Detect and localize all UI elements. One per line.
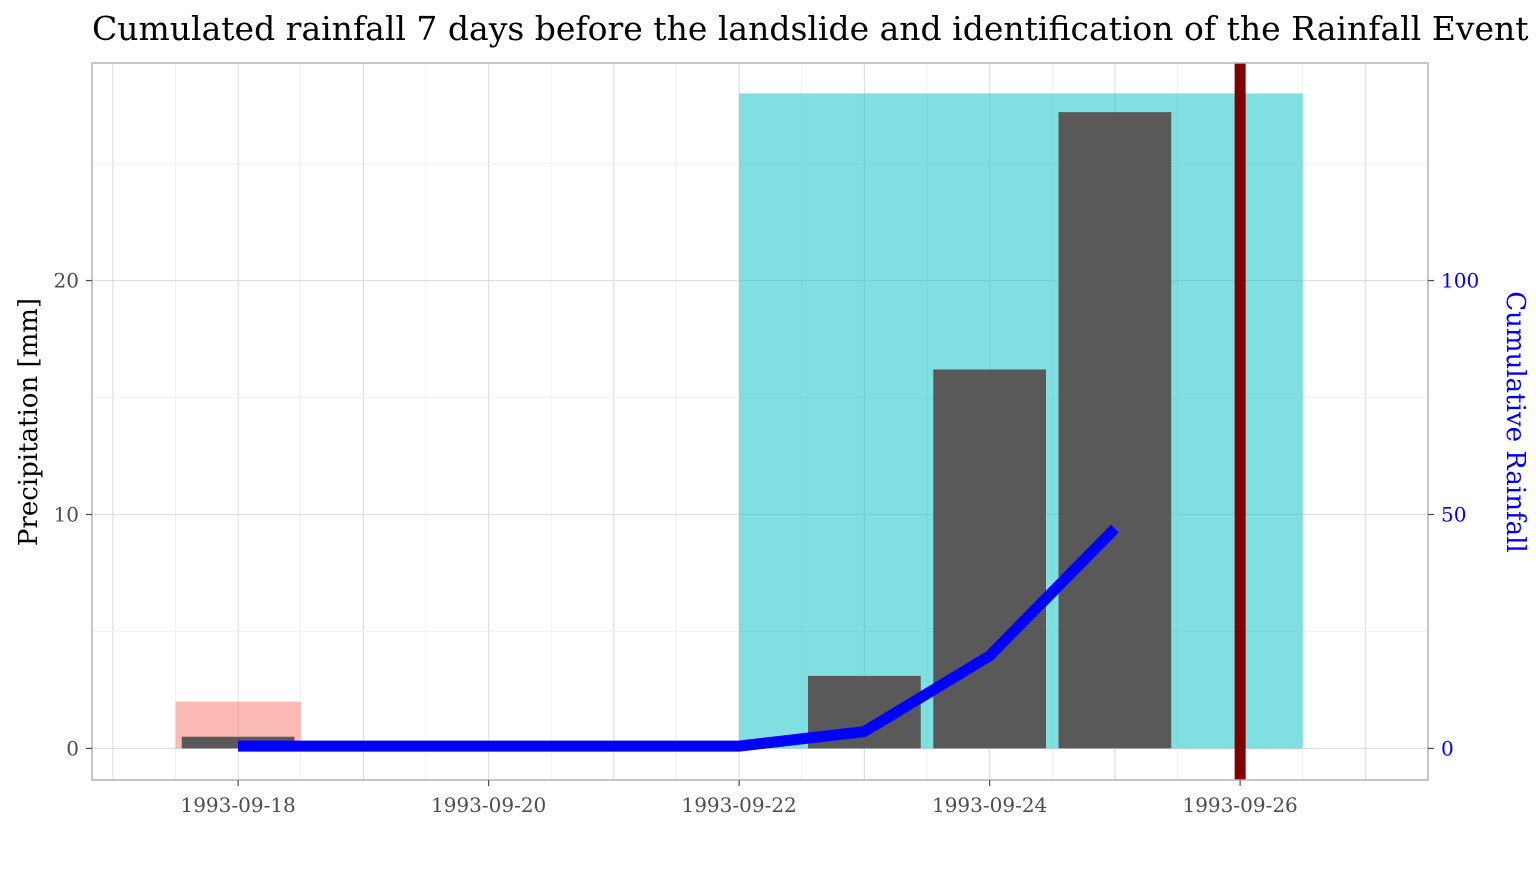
y-axis-title: Precipitation [mm]: [14, 298, 44, 546]
x-tick-label: 1993-09-18: [180, 793, 295, 817]
cumulative-rainfall-line: [238, 524, 1119, 752]
panel-frame-layer: [91, 62, 1429, 781]
x-tick-label: 1993-09-26: [1182, 793, 1297, 817]
bars-layer: [181, 112, 1172, 749]
chart-title: Cumulated rainfall 7 days before the lan…: [92, 9, 1529, 48]
y-tick-label: 10: [54, 502, 79, 526]
y2-tick-label: 0: [1441, 736, 1454, 760]
y-tick-label: 0: [66, 736, 79, 760]
x-tick-label: 1993-09-22: [681, 793, 796, 817]
bar-1993-09-24: [933, 369, 1046, 749]
bar-1993-09-25: [1058, 112, 1172, 749]
cumulative-line-layer: [238, 524, 1119, 752]
x-tick-label: 1993-09-20: [431, 793, 546, 817]
y2-tick-label: 100: [1441, 269, 1479, 293]
panel-border: [91, 62, 1429, 781]
ticks-layer: 1993-09-18 1993-09-20 1993-09-22 1993-09-24…: [54, 269, 1480, 817]
y2-axis-title: Cumulative Rainfall: [1500, 291, 1530, 552]
y2-tick-label: 50: [1441, 502, 1466, 526]
x-tick-label: 1993-09-24: [932, 793, 1047, 817]
y-tick-label: 20: [54, 269, 79, 293]
